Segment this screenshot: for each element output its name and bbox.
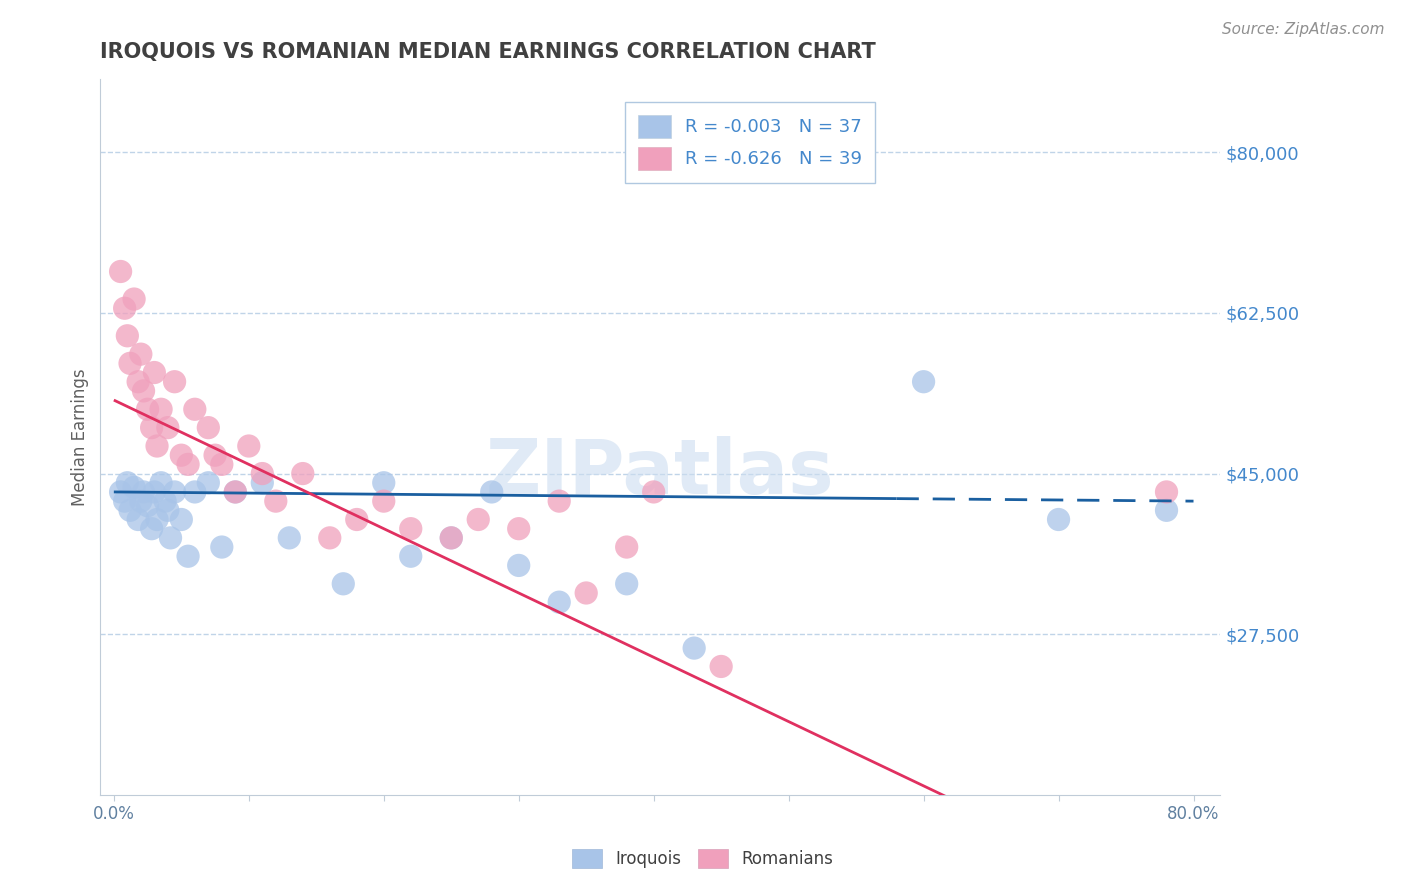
Point	[114, 301, 136, 316]
Point	[238, 439, 260, 453]
Text: ZIPatlas: ZIPatlas	[486, 435, 835, 509]
Point	[252, 467, 274, 481]
Point	[141, 522, 163, 536]
Point	[399, 549, 422, 564]
Point	[127, 512, 149, 526]
Point	[373, 475, 395, 490]
Point	[373, 494, 395, 508]
Point	[481, 485, 503, 500]
Point	[117, 328, 139, 343]
Point	[132, 485, 155, 500]
Point	[184, 402, 207, 417]
Point	[146, 439, 169, 453]
Point	[177, 549, 200, 564]
Point	[440, 531, 463, 545]
Legend: R = -0.003   N = 37, R = -0.626   N = 39: R = -0.003 N = 37, R = -0.626 N = 39	[626, 102, 875, 183]
Point	[575, 586, 598, 600]
Point	[332, 576, 354, 591]
Point	[118, 503, 141, 517]
Point	[204, 448, 226, 462]
Point	[224, 485, 246, 500]
Point	[143, 366, 166, 380]
Point	[467, 512, 489, 526]
Point	[122, 292, 145, 306]
Point	[319, 531, 342, 545]
Point	[159, 531, 181, 545]
Point	[136, 499, 159, 513]
Point	[122, 480, 145, 494]
Point	[616, 576, 638, 591]
Point	[252, 475, 274, 490]
Point	[170, 512, 193, 526]
Point	[683, 641, 706, 656]
Point	[118, 356, 141, 370]
Text: IROQUOIS VS ROMANIAN MEDIAN EARNINGS CORRELATION CHART: IROQUOIS VS ROMANIAN MEDIAN EARNINGS COR…	[100, 42, 876, 62]
Point	[129, 494, 152, 508]
Point	[110, 485, 132, 500]
Point	[211, 458, 233, 472]
Point	[548, 494, 571, 508]
Legend: Iroquois, Romanians: Iroquois, Romanians	[565, 842, 841, 875]
Point	[643, 485, 665, 500]
Point	[143, 485, 166, 500]
Point	[150, 402, 173, 417]
Point	[291, 467, 314, 481]
Point	[912, 375, 935, 389]
Point	[177, 458, 200, 472]
Point	[1156, 485, 1178, 500]
Point	[440, 531, 463, 545]
Point	[114, 494, 136, 508]
Point	[129, 347, 152, 361]
Point	[117, 475, 139, 490]
Point	[146, 512, 169, 526]
Point	[184, 485, 207, 500]
Point	[197, 475, 219, 490]
Point	[508, 558, 530, 573]
Point	[163, 485, 186, 500]
Point	[163, 375, 186, 389]
Point	[508, 522, 530, 536]
Point	[132, 384, 155, 398]
Point	[156, 503, 179, 517]
Point	[153, 494, 176, 508]
Point	[127, 375, 149, 389]
Point	[170, 448, 193, 462]
Point	[264, 494, 287, 508]
Point	[224, 485, 246, 500]
Y-axis label: Median Earnings: Median Earnings	[72, 368, 89, 506]
Point	[616, 540, 638, 554]
Point	[548, 595, 571, 609]
Point	[150, 475, 173, 490]
Point	[1047, 512, 1070, 526]
Text: Source: ZipAtlas.com: Source: ZipAtlas.com	[1222, 22, 1385, 37]
Point	[141, 420, 163, 434]
Point	[710, 659, 733, 673]
Point	[136, 402, 159, 417]
Point	[399, 522, 422, 536]
Point	[346, 512, 368, 526]
Point	[278, 531, 301, 545]
Point	[1156, 503, 1178, 517]
Point	[211, 540, 233, 554]
Point	[197, 420, 219, 434]
Point	[156, 420, 179, 434]
Point	[110, 264, 132, 278]
